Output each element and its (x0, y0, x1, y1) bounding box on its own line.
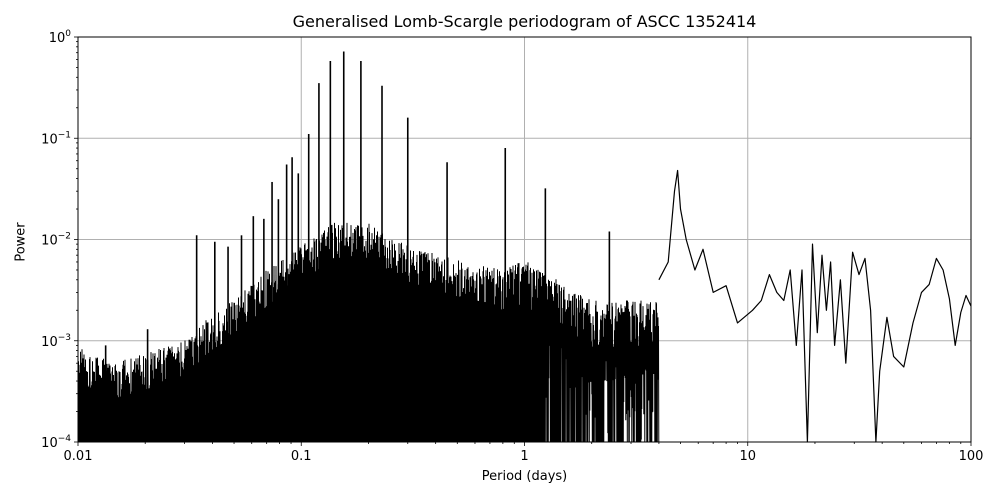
x-tick-label: 0.01 (64, 449, 93, 464)
y-tick-label: 10−2 (41, 232, 71, 249)
y-tick-label: 10−3 (41, 333, 71, 350)
x-axis-ticks: 0.01 0.1 1 10 100 (64, 442, 984, 464)
y-axis-ticks: 10−4 10−3 10−2 10−1 100 (41, 29, 78, 451)
y-tick-label: 10−4 (41, 434, 71, 451)
x-tick-label: 0.1 (291, 449, 312, 464)
power-series (77, 51, 972, 443)
y-tick-label: 10−1 (41, 130, 71, 147)
chart-title: Generalised Lomb-Scargle periodogram of … (292, 12, 757, 31)
y-axis-label: Power (13, 222, 29, 262)
x-tick-label: 10 (739, 449, 756, 464)
x-axis-label: Period (days) (481, 469, 568, 484)
y-tick-label: 100 (49, 29, 72, 46)
x-tick-label: 1 (520, 449, 528, 464)
x-tick-label: 100 (959, 449, 984, 464)
